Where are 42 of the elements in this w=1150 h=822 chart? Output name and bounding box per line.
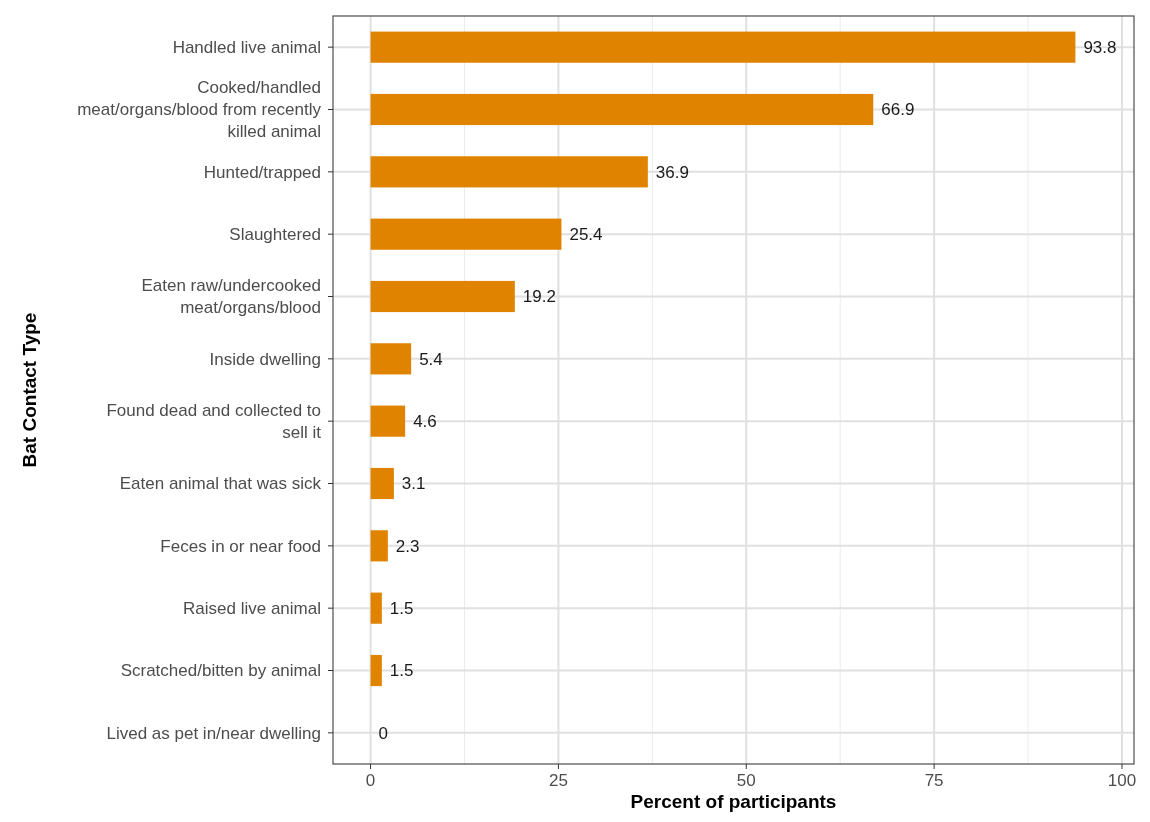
- y-tick-label: Hunted/trapped: [203, 162, 321, 182]
- data-label: 4.6: [413, 412, 437, 432]
- data-label: 25.4: [569, 225, 603, 245]
- bar: [370, 280, 515, 313]
- y-tick-label: Handled live animal: [172, 38, 321, 58]
- data-label: 0: [378, 723, 389, 743]
- x-tick-label: 0: [365, 771, 376, 790]
- data-label: 2.3: [395, 536, 420, 556]
- y-tick-label: Cooked/handled meat/organs/blood from recently killed animal: [77, 78, 322, 142]
- data-label: 3.1: [401, 474, 426, 494]
- bar: [370, 467, 394, 500]
- y-axis-title: Bat Contact Type: [19, 312, 40, 468]
- x-axis-title: Percent of participants: [630, 791, 837, 812]
- y-tick-label: Eaten raw/undercooked meat/organs/blood: [141, 276, 321, 318]
- y-tick-label: Lived as pet in/near dwelling: [106, 723, 321, 743]
- bar: [370, 93, 874, 126]
- data-label: 93.8: [1083, 38, 1117, 58]
- data-label: 36.9: [655, 162, 689, 182]
- bar: [370, 405, 406, 437]
- y-tick-label: Inside dwelling: [209, 349, 321, 369]
- y-tick-label: Found dead and collected to sell it: [106, 401, 322, 443]
- y-tick-label: Feces in or near food: [160, 536, 321, 556]
- y-tick-label: Scratched/bitten by animal: [120, 661, 321, 681]
- data-label: 1.5: [389, 599, 414, 619]
- data-label: 5.4: [419, 349, 443, 369]
- x-tick-label: 75: [924, 771, 944, 790]
- bar: [370, 156, 648, 188]
- bar: [370, 343, 412, 375]
- bar: [370, 592, 382, 624]
- data-label: 19.2: [522, 287, 556, 307]
- data-label: 1.5: [389, 661, 414, 681]
- bar: [370, 654, 382, 687]
- x-tick-label: 100: [1107, 771, 1137, 790]
- bar: [370, 530, 388, 562]
- bar: [370, 218, 562, 250]
- x-tick-label: 25: [548, 771, 568, 790]
- y-tick-label: Slaughtered: [229, 225, 321, 245]
- y-tick-label: Eaten animal that was sick: [119, 474, 322, 494]
- x-tick-label: 50: [736, 771, 756, 790]
- y-tick-label: Raised live animal: [183, 599, 321, 619]
- bar: [370, 31, 1076, 63]
- data-label: 66.9: [881, 100, 915, 120]
